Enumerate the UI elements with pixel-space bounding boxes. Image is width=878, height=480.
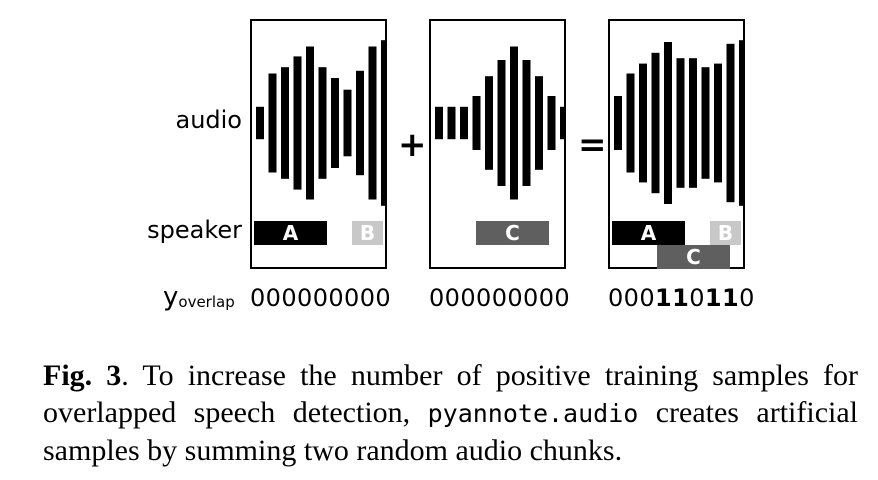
y-overlap-bits-sum: 000110110 bbox=[608, 286, 755, 310]
waveform-bar bbox=[293, 56, 302, 190]
waveform-bar bbox=[356, 70, 364, 176]
waveform-bar bbox=[676, 58, 685, 188]
audio-chunk-panel-2: C bbox=[429, 19, 566, 269]
speaker-a-segment: A bbox=[254, 221, 327, 245]
waveform-bar bbox=[664, 42, 672, 204]
waveform-bar bbox=[510, 46, 518, 200]
waveform-2 bbox=[435, 46, 564, 200]
waveform-bar bbox=[331, 78, 339, 168]
waveform-bar bbox=[485, 76, 493, 170]
overlap-bit: 0 bbox=[554, 284, 571, 312]
overlap-bit: 1 bbox=[704, 284, 723, 312]
overlap-bit: 0 bbox=[444, 284, 461, 312]
waveform-bar bbox=[256, 106, 264, 140]
waveform-bar bbox=[281, 67, 289, 179]
overlap-bit: 0 bbox=[265, 284, 282, 312]
figure-number: Fig. 3 bbox=[43, 359, 122, 392]
overlap-bit: 0 bbox=[281, 284, 298, 312]
overlap-bit: 0 bbox=[507, 284, 524, 312]
sum-chunk-panel: A B C bbox=[608, 19, 745, 269]
y-overlap-bits-1: 000000000 bbox=[250, 286, 391, 310]
overlap-bit: 0 bbox=[689, 284, 705, 312]
overlap-bit: 0 bbox=[344, 284, 360, 312]
overlap-bit: 0 bbox=[491, 284, 508, 312]
waveform-bar bbox=[714, 63, 722, 183]
overlap-bit: 0 bbox=[460, 284, 477, 312]
waveform-bar bbox=[639, 63, 647, 183]
overlap-bit: 0 bbox=[739, 284, 755, 312]
speaker-row-label: speaker bbox=[147, 216, 242, 244]
overlap-bit: 0 bbox=[623, 284, 640, 312]
waveform-bar bbox=[435, 106, 443, 140]
overlap-bit: 0 bbox=[375, 284, 392, 312]
overlap-bit: 0 bbox=[538, 284, 555, 312]
waveform-1 bbox=[256, 40, 385, 206]
overlap-bit: 0 bbox=[476, 284, 492, 312]
waveform-bar bbox=[535, 76, 543, 170]
overlap-bit: 0 bbox=[250, 284, 266, 312]
overlap-bit: 0 bbox=[312, 284, 329, 312]
library-name: pyannote.audio bbox=[427, 399, 639, 428]
y-overlap-bits-2: 000000000 bbox=[429, 286, 570, 310]
waveform-bar bbox=[560, 106, 564, 140]
audio-row-label: audio bbox=[175, 106, 242, 134]
waveform-bar bbox=[701, 67, 710, 179]
waveform-bar bbox=[318, 67, 327, 179]
waveform-bar bbox=[614, 96, 622, 150]
overlap-bit: 0 bbox=[429, 284, 445, 312]
y-overlap-label: yoverlap bbox=[163, 282, 235, 312]
waveform-bar bbox=[626, 73, 635, 173]
overlap-bit: 1 bbox=[655, 284, 673, 312]
waveform-bar bbox=[472, 96, 481, 150]
speaker-a-segment: A bbox=[612, 221, 685, 245]
speaker-b-segment: B bbox=[710, 221, 741, 245]
overlap-bit: 0 bbox=[328, 284, 345, 312]
waveform-bar bbox=[268, 73, 277, 173]
waveform-bar bbox=[726, 43, 735, 203]
waveform-bar bbox=[689, 58, 697, 188]
waveform-bar bbox=[447, 106, 456, 140]
audio-chunk-panel-1: A B bbox=[250, 19, 387, 269]
waveform-bar bbox=[343, 89, 352, 157]
waveform-bar bbox=[381, 40, 385, 206]
speaker-c-segment: C bbox=[657, 245, 730, 269]
overlap-bit: 0 bbox=[523, 284, 539, 312]
waveform-bar bbox=[739, 40, 743, 206]
overlap-bit: 0 bbox=[297, 284, 313, 312]
waveform-bar bbox=[306, 46, 314, 200]
waveform-bar bbox=[368, 46, 377, 200]
waveform-bar bbox=[460, 106, 468, 140]
overlap-bit: 0 bbox=[608, 284, 624, 312]
waveform-bar bbox=[522, 60, 531, 186]
overlap-bit: 0 bbox=[639, 284, 656, 312]
waveform-bar bbox=[651, 52, 660, 194]
waveform-bar bbox=[547, 96, 556, 150]
equals-operator: = bbox=[578, 125, 607, 165]
waveform-bar bbox=[497, 60, 506, 186]
waveform-sum bbox=[614, 40, 743, 206]
plus-operator: + bbox=[398, 125, 427, 165]
speaker-c-segment: C bbox=[476, 221, 549, 245]
overlap-bit: 1 bbox=[672, 284, 690, 312]
figure-caption: Fig. 3. To increase the number of positi… bbox=[43, 359, 859, 467]
overlap-bit: 0 bbox=[359, 284, 376, 312]
overlap-bit: 1 bbox=[722, 284, 740, 312]
speaker-b-segment: B bbox=[352, 221, 383, 245]
